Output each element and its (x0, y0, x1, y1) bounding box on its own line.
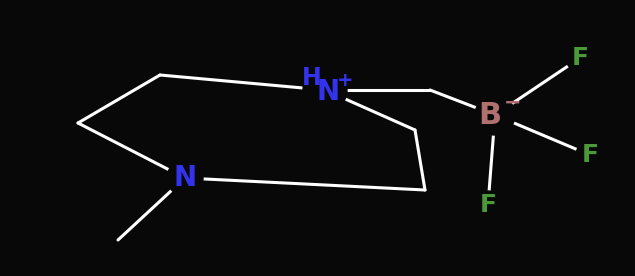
Text: F: F (582, 143, 599, 167)
Text: N: N (316, 78, 340, 106)
Circle shape (566, 44, 594, 72)
Text: +: + (337, 70, 353, 89)
Text: N: N (173, 164, 197, 192)
Circle shape (167, 160, 203, 196)
Text: F: F (479, 193, 497, 217)
Circle shape (303, 68, 347, 112)
Text: H: H (302, 66, 322, 90)
Text: −: − (504, 93, 522, 113)
Circle shape (576, 141, 604, 169)
Circle shape (475, 95, 515, 135)
Text: B: B (478, 100, 502, 129)
Text: F: F (572, 46, 589, 70)
Circle shape (474, 191, 502, 219)
